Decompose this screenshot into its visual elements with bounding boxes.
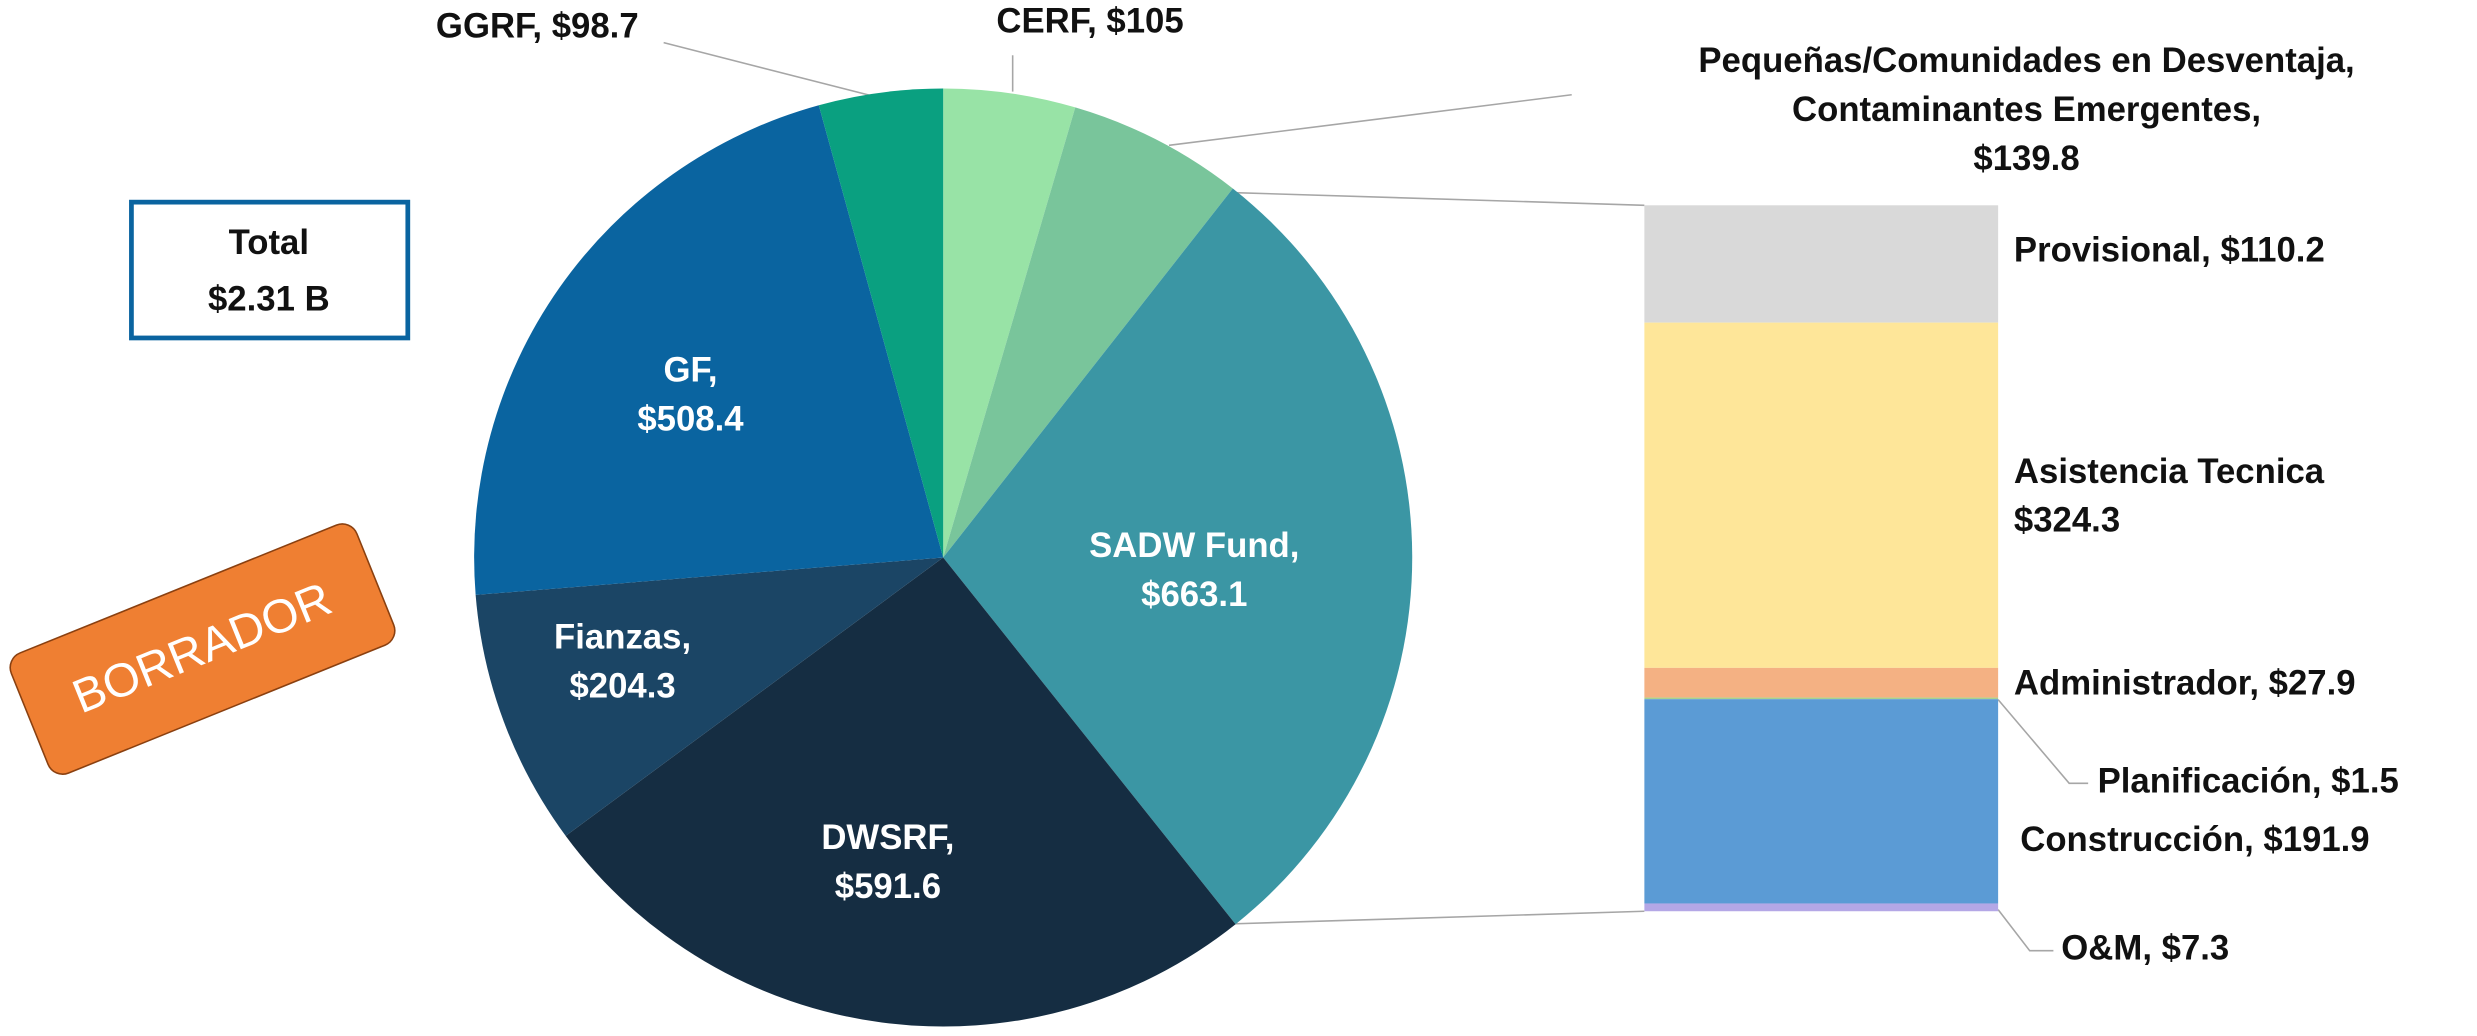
pie-slice: [943, 188, 1413, 925]
leader-line: [1997, 699, 2089, 785]
pie-slice: [475, 557, 944, 836]
segment-label: Administrador, $27.9: [2014, 665, 2356, 703]
segment-label: O&M, $7.3: [2061, 930, 2229, 968]
draft-stamp: BORRADOR: [9, 523, 396, 775]
slice-label: CERF, $105: [996, 3, 1183, 41]
bar-segment: [1644, 205, 1999, 323]
zoom-line: [1232, 910, 1645, 925]
pie-slice: [943, 88, 1076, 558]
slice-label: GF, $508.4: [637, 352, 744, 439]
pie: [474, 88, 1413, 1027]
pie-slice: [565, 557, 1236, 1027]
bar-segment: [1644, 667, 1999, 698]
segment-label: Asistencia Tecnica $324.3: [2014, 453, 2325, 540]
segment-label: Construcción, $191.9: [2020, 821, 2369, 859]
bar-segment: [1644, 697, 1999, 700]
bar-segment: [1644, 699, 1999, 904]
zoom-line: [1235, 191, 1645, 207]
pie-slice: [818, 88, 944, 558]
bar-segment: [1644, 322, 1999, 668]
segment-label: Provisional, $110.2: [2014, 232, 2325, 270]
slice-label: Pequeñas/Comunidades en Desventaja, Conta…: [1698, 42, 2354, 178]
slice-label: DWSRF, $591.6: [821, 819, 954, 906]
draft-box: [9, 523, 396, 775]
pie-slice: [474, 105, 944, 595]
slice-label: GGRF, $98.7: [436, 8, 639, 46]
leader-line: [663, 41, 881, 99]
segment-label: Planificación, $1.5: [2098, 762, 2399, 800]
total-box: [129, 199, 411, 341]
leader-line: [1168, 93, 1572, 147]
pie-slice: [943, 107, 1233, 558]
leader-line: [1997, 909, 2054, 952]
total-annotation: Total $2.31 B: [208, 224, 330, 319]
slice-label: Fianzas, $204.3: [554, 619, 691, 706]
bar-segment: [1644, 903, 1999, 912]
slice-label: SADW Fund, $663.1: [1089, 527, 1299, 614]
